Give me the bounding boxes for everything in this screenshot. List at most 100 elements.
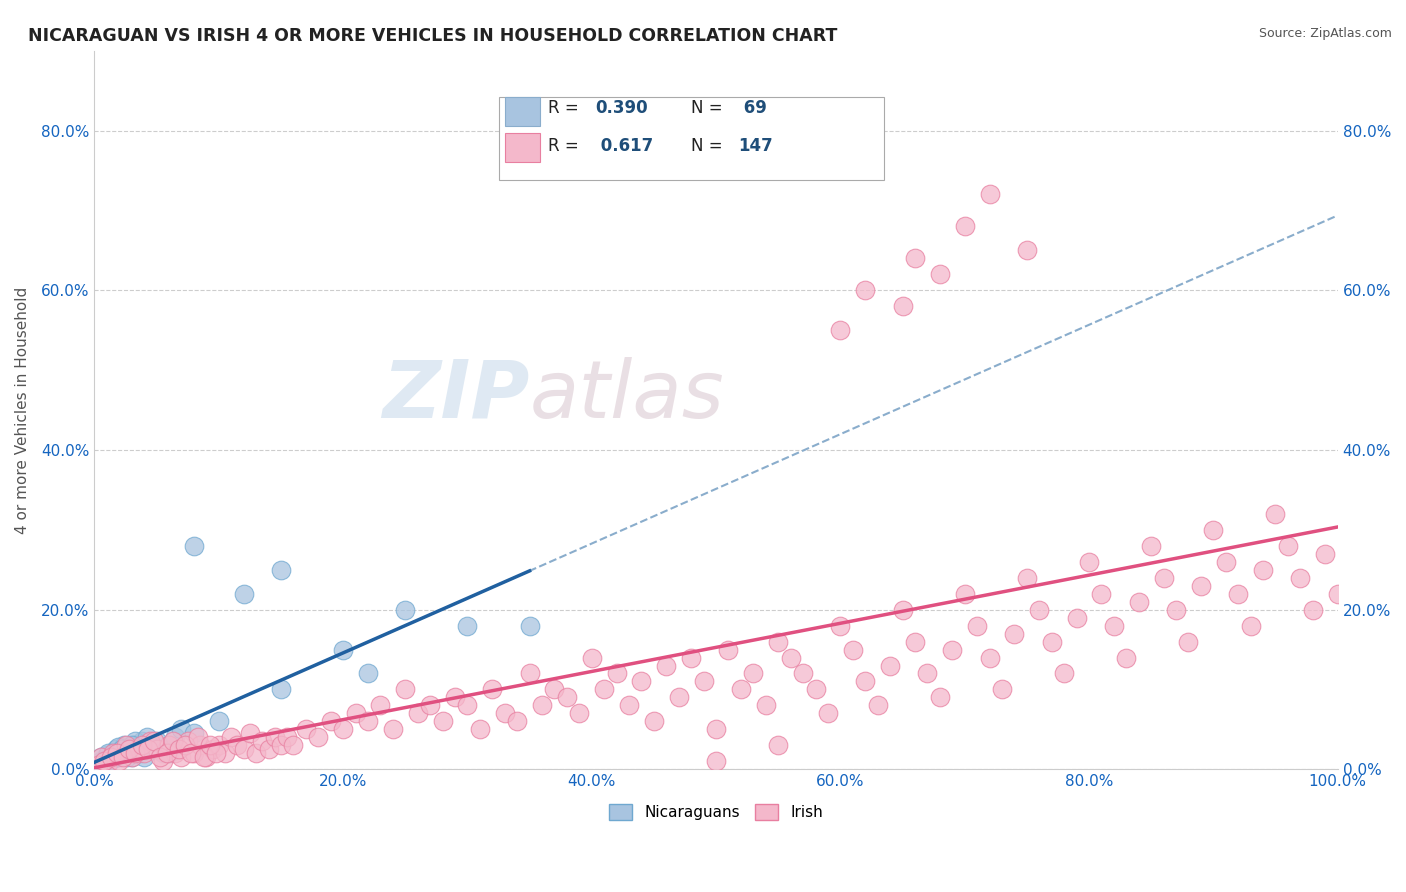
Point <box>180 747 202 761</box>
Point <box>90 756 112 770</box>
Point <box>1277 539 1299 553</box>
Point <box>101 747 124 761</box>
Text: N =: N = <box>692 99 728 117</box>
Point <box>866 698 889 713</box>
Point <box>108 750 131 764</box>
Point <box>93 756 115 770</box>
Point <box>432 714 454 729</box>
Point <box>226 739 249 753</box>
Point <box>419 698 441 713</box>
Text: 0.390: 0.390 <box>596 99 648 117</box>
Point <box>114 739 136 753</box>
Point <box>90 750 112 764</box>
Point <box>245 747 267 761</box>
Point <box>991 682 1014 697</box>
Point <box>842 642 865 657</box>
Point <box>214 747 236 761</box>
Point <box>90 750 112 764</box>
Point <box>107 739 129 754</box>
Point <box>406 706 429 721</box>
Point <box>1128 594 1150 608</box>
Point <box>692 674 714 689</box>
Point <box>121 750 143 764</box>
Point <box>1053 666 1076 681</box>
Point <box>543 682 565 697</box>
Point <box>1215 555 1237 569</box>
Point <box>1028 602 1050 616</box>
Point <box>187 731 209 745</box>
Point <box>239 726 262 740</box>
Point <box>276 731 298 745</box>
Point <box>157 739 180 753</box>
Point <box>145 742 167 756</box>
Point <box>90 758 112 772</box>
Point <box>90 754 112 768</box>
Point <box>177 734 200 748</box>
Point <box>891 299 914 313</box>
FancyBboxPatch shape <box>499 97 884 180</box>
Point <box>830 323 852 337</box>
Point <box>111 742 134 756</box>
Point <box>89 757 111 772</box>
Point <box>170 723 193 737</box>
Point <box>97 749 120 764</box>
Point <box>953 587 976 601</box>
Point <box>1102 618 1125 632</box>
Point <box>183 726 205 740</box>
Point <box>165 731 187 745</box>
Text: N =: N = <box>692 136 728 154</box>
Point <box>87 759 110 773</box>
Point <box>110 747 132 761</box>
Point <box>630 674 652 689</box>
Point <box>127 747 149 761</box>
Point <box>904 252 927 266</box>
Point <box>1289 571 1312 585</box>
Point <box>111 747 134 762</box>
FancyBboxPatch shape <box>505 133 540 162</box>
Text: Source: ZipAtlas.com: Source: ZipAtlas.com <box>1258 27 1392 40</box>
Text: 0.617: 0.617 <box>596 136 654 154</box>
Point <box>319 714 342 729</box>
Point <box>704 754 727 768</box>
Point <box>198 739 221 753</box>
Point <box>114 742 136 756</box>
Point <box>617 698 640 713</box>
Point <box>481 682 503 697</box>
Point <box>257 742 280 756</box>
Point <box>91 754 114 768</box>
Point <box>149 750 172 764</box>
Point <box>100 753 122 767</box>
Point <box>1140 539 1163 553</box>
Point <box>193 750 215 764</box>
Point <box>879 658 901 673</box>
Point <box>766 739 789 753</box>
Point <box>108 747 131 761</box>
Point <box>135 731 157 745</box>
Point <box>89 756 111 771</box>
Point <box>94 753 117 767</box>
Point <box>966 618 988 632</box>
Point <box>1002 626 1025 640</box>
Point <box>1227 587 1250 601</box>
Point <box>152 747 174 761</box>
Point <box>139 739 162 753</box>
Point <box>381 723 404 737</box>
Point <box>108 754 131 768</box>
Point <box>917 666 939 681</box>
Text: 69: 69 <box>738 99 768 117</box>
Point <box>742 666 765 681</box>
Point <box>344 706 367 721</box>
Point <box>101 751 124 765</box>
Point <box>100 750 122 764</box>
Point <box>891 602 914 616</box>
Point <box>530 698 553 713</box>
Point <box>332 642 354 657</box>
Point <box>456 698 478 713</box>
Text: NICARAGUAN VS IRISH 4 OR MORE VEHICLES IN HOUSEHOLD CORRELATION CHART: NICARAGUAN VS IRISH 4 OR MORE VEHICLES I… <box>28 27 838 45</box>
Point <box>394 602 416 616</box>
Point <box>87 758 110 772</box>
Point <box>494 706 516 721</box>
Point <box>370 698 392 713</box>
Point <box>131 739 153 753</box>
Point <box>1015 244 1038 258</box>
